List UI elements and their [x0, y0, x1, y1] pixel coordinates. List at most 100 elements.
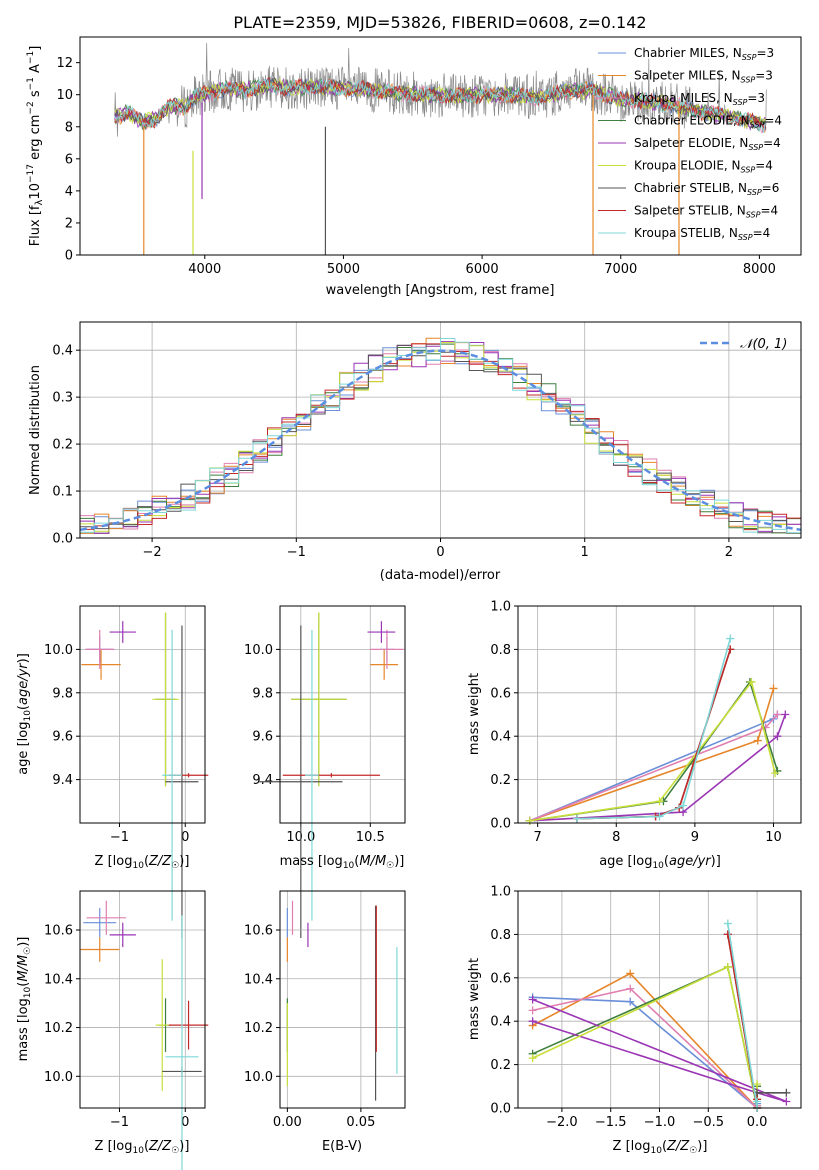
mass-weight-vs-metallicity-y-tick-label: 0.2 [490, 1058, 511, 1073]
mass-vs-extinction-panel: 0.00 0.05 10.0 10.2 10.4 10.6 E(B-V) [244, 890, 406, 1154]
spectrum-y-tick-label: 12 [56, 56, 73, 71]
legend-entry-label: Kroupa ELODIE, NSSP=4 [634, 159, 773, 175]
mass-weight-vs-age-y-tick-label: 0.2 [490, 773, 511, 788]
histogram-plot-area: −2 −1 0 1 2 0.0 0.1 0.2 0.3 0.4 [52, 322, 802, 560]
histogram-x-tick-label: −2 [143, 545, 162, 560]
mass-weight-vs-metallicity-y-tick-label: 1.0 [490, 885, 511, 900]
spectrum-y-tick-label: 0 [65, 249, 73, 264]
mass-weight-vs-metallicity-series-marker [723, 962, 732, 971]
mass-weight-vs-age-series-marker [753, 736, 762, 745]
mass-weight-vs-metallicity-series-marker [528, 995, 537, 1004]
mass-weight-vs-age-panel: 7 8 9 10 0.0 0.2 0.4 0.6 0.8 1.0 age [log10(age/y… [467, 600, 802, 871]
mass-vs-extinction-plot-area: 0.00 0.05 10.0 10.2 10.4 10.6 [244, 891, 405, 1130]
mass-vs-extinction-y-tick-label: 10.0 [244, 1070, 273, 1085]
mass-weight-vs-age-series-line [529, 680, 779, 822]
mass-vs-extinction-y-tick-label: 10.2 [244, 1021, 273, 1036]
mass-weight-vs-age-series-marker [747, 677, 756, 686]
mass-vs-extinction-x-tick-label: 0.05 [346, 1115, 375, 1130]
histogram-y-tick-label: 0.4 [52, 344, 73, 359]
mass-weight-vs-age-y-tick-label: 0.6 [490, 686, 511, 701]
spectrum-legend: Chabrier MILES, NSSP=3 Salpeter MILES, NS… [598, 46, 782, 242]
age-vs-metallicity-plot-area: −1 0 9.4 9.6 9.8 10.0 [44, 606, 209, 939]
spectrum-x-label: wavelength [Angstrom, rest frame] [326, 283, 555, 298]
mass-weight-vs-age-series-marker [655, 812, 664, 821]
mass-weight-vs-metallicity-x-label: Z [log10(Z/Z☉)] [613, 1139, 708, 1156]
mass-weight-vs-metallicity-series-marker [723, 930, 732, 939]
age-vs-metallicity-y-tick-label: 9.8 [52, 686, 73, 701]
mass-vs-metallicity-x-tick-label: −1 [110, 1115, 129, 1130]
histogram-y-tick-label: 0.2 [52, 438, 73, 453]
spectrum-x-tick-label: 4000 [188, 262, 221, 277]
histogram-x-tick-label: 0 [436, 545, 444, 560]
mass-weight-vs-age-series-marker [655, 797, 664, 806]
histogram-x-tick-label: 2 [725, 545, 733, 560]
mass-weight-vs-age-series-marker [771, 769, 780, 778]
mass-weight-vs-age-series-line [529, 680, 776, 822]
mass-weight-vs-metallicity-series-marker [782, 1097, 791, 1106]
spectrum-y-tick-label: 2 [65, 216, 73, 231]
spectrum-x-tick-label: 5000 [327, 262, 360, 277]
mass-weight-vs-age-x-label: age [log10(age/yr)] [599, 854, 721, 871]
mass-weight-vs-metallicity-series-marker [626, 997, 635, 1006]
mass-vs-extinction-x-label: E(B-V) [322, 1139, 362, 1154]
spectrum-y-label: Flux [fλ10−17 erg cm−2 s−1 A−1] [26, 46, 45, 247]
spectrum-x-tick-label: 8000 [743, 262, 776, 277]
mass-weight-vs-metallicity-series-marker [753, 1097, 762, 1106]
mass-weight-vs-age-y-tick-label: 0.0 [490, 817, 511, 832]
mass-vs-extinction-y-tick-label: 10.4 [244, 972, 273, 987]
legend-entry-label: Salpeter MILES, NSSP=3 [634, 69, 773, 85]
legend-entry-label: Kroupa STELIB, NSSP=4 [634, 226, 770, 242]
gaussian-legend-label: 𝒩(0, 1) [740, 337, 787, 352]
histogram-y-tick-label: 0.1 [52, 485, 73, 500]
mass-weight-vs-metallicity-series-marker [782, 1088, 791, 1097]
mass-vs-metallicity-y-tick-label: 10.6 [44, 924, 73, 939]
mass-vs-metallicity-y-label: mass [log10(M/M☉)] [16, 937, 33, 1062]
mass-weight-vs-metallicity-series-marker [753, 1080, 762, 1089]
mass-weight-vs-metallicity-axes-frame [517, 890, 802, 1109]
age-vs-metallicity-axes-frame [79, 605, 206, 824]
mass-weight-vs-age-y-tick-label: 1.0 [490, 600, 511, 615]
spectrum-y-tick-label: 8 [65, 120, 73, 135]
mass-weight-vs-metallicity-y-label: mass weight [467, 958, 482, 1040]
histogram-legend: 𝒩(0, 1) [700, 337, 787, 352]
mass-weight-vs-age-x-tick-label: 7 [534, 830, 542, 845]
spectrum-axes-frame [79, 36, 802, 256]
age-vs-mass-y-tick-label: 10.0 [244, 643, 273, 658]
histogram-axes-frame [79, 321, 802, 539]
mass-vs-metallicity-y-tick-label: 10.0 [44, 1070, 73, 1085]
mass-weight-vs-metallicity-series-marker [626, 984, 635, 993]
mass-weight-vs-age-plot-area: 7 8 9 10 0.0 0.2 0.4 0.6 0.8 1.0 [490, 600, 801, 845]
histogram-x-tick-label: −1 [287, 545, 306, 560]
mass-weight-vs-age-series-line [529, 714, 787, 822]
mass-weight-vs-metallicity-series-line [532, 996, 758, 1110]
legend-entry-label: Salpeter STELIB, NSSP=4 [634, 204, 778, 220]
spectrum-plot-area: 4000 5000 6000 7000 8000 0 2 4 6 8 10 12 [56, 42, 776, 277]
mass-weight-vs-age-series-line [529, 713, 778, 822]
age-vs-mass-x-label: mass [log10(M/M☉)] [280, 854, 405, 871]
mass-weight-vs-metallicity-panel: −2.0 −1.5 −1.0 −0.5 0.0 0.0 0.2 0.4 0.6 0.8 1.0 Z … [467, 885, 802, 1156]
legend-entry-label: Salpeter ELODIE, NSSP=4 [634, 136, 781, 152]
mass-weight-vs-metallicity-series-marker [626, 969, 635, 978]
mass-weight-vs-metallicity-x-tick-label: −1.0 [644, 1115, 676, 1130]
age-vs-metallicity-x-label: Z [log10(Z/Z☉)] [95, 854, 190, 871]
histogram-y-tick-label: 0.0 [52, 532, 73, 547]
mass-weight-vs-metallicity-y-tick-label: 0.0 [490, 1102, 511, 1117]
mass-vs-metallicity-x-label: Z [log10(Z/Z☉)] [95, 1139, 190, 1156]
spectrum-x-tick-label: 7000 [604, 262, 637, 277]
legend-entry-label: Chabrier MILES, NSSP=3 [634, 46, 774, 62]
mass-weight-vs-age-series-marker [781, 710, 790, 719]
mass-weight-vs-metallicity-x-tick-label: −2.0 [546, 1115, 578, 1130]
mass-weight-vs-metallicity-y-tick-label: 0.8 [490, 928, 511, 943]
mass-weight-vs-metallicity-series-marker [528, 1054, 537, 1063]
residual-histogram-panel: −2 −1 0 1 2 0.0 0.1 0.2 0.3 0.4 (data-model)/erro… [28, 321, 802, 583]
age-vs-mass-x-tick-label: 10.5 [356, 830, 385, 845]
mass-vs-metallicity-plot-area: −1 0 10.0 10.2 10.4 10.6 [44, 891, 209, 1170]
model-spectrum-line [114, 78, 767, 133]
mass-vs-metallicity-y-tick-label: 10.4 [44, 972, 73, 987]
mass-vs-metallicity-panel: −1 0 10.0 10.2 10.4 10.6 Z [log10(Z/Z☉)] mass… [16, 890, 209, 1170]
mass-weight-vs-metallicity-x-tick-label: −1.5 [595, 1115, 627, 1130]
mass-weight-vs-age-x-tick-label: 9 [691, 830, 699, 845]
histogram-x-label: (data-model)/error [380, 568, 501, 583]
mass-weight-vs-metallicity-y-tick-label: 0.4 [490, 1015, 511, 1030]
legend-entry-label: Chabrier STELIB, NSSP=6 [634, 181, 779, 197]
